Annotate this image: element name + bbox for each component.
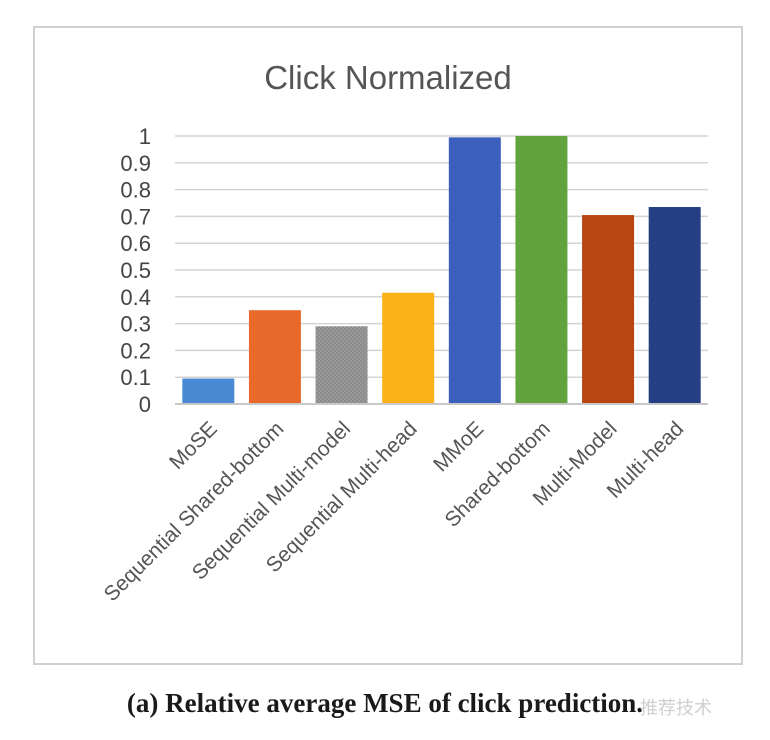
bar [448, 137, 501, 404]
y-axis-ticks: 00.10.20.30.40.50.60.70.80.91 [120, 124, 151, 417]
bar [515, 136, 568, 404]
watermark: 推荐技术 [640, 698, 712, 719]
figure-caption: (a) Relative average MSE of click predic… [126, 688, 644, 718]
y-tick-label: 0.7 [120, 204, 151, 229]
bar [382, 292, 435, 404]
y-tick-label: 1 [139, 124, 151, 149]
bar [182, 378, 235, 404]
y-tick-label: 0.2 [120, 338, 151, 363]
bars [182, 136, 701, 404]
bar [582, 215, 635, 404]
y-tick-label: 0.5 [120, 258, 151, 283]
y-tick-label: 0.4 [120, 285, 151, 310]
y-tick-label: 0.9 [120, 151, 151, 176]
bar [315, 326, 368, 404]
chart-title: Click Normalized [264, 59, 512, 96]
y-tick-label: 0.8 [120, 178, 151, 203]
y-tick-label: 0.3 [120, 312, 151, 337]
bar [648, 207, 701, 404]
y-tick-label: 0.6 [120, 231, 151, 256]
y-tick-label: 0.1 [120, 365, 151, 390]
y-tick-label: 0 [139, 392, 151, 417]
bar [248, 310, 301, 404]
